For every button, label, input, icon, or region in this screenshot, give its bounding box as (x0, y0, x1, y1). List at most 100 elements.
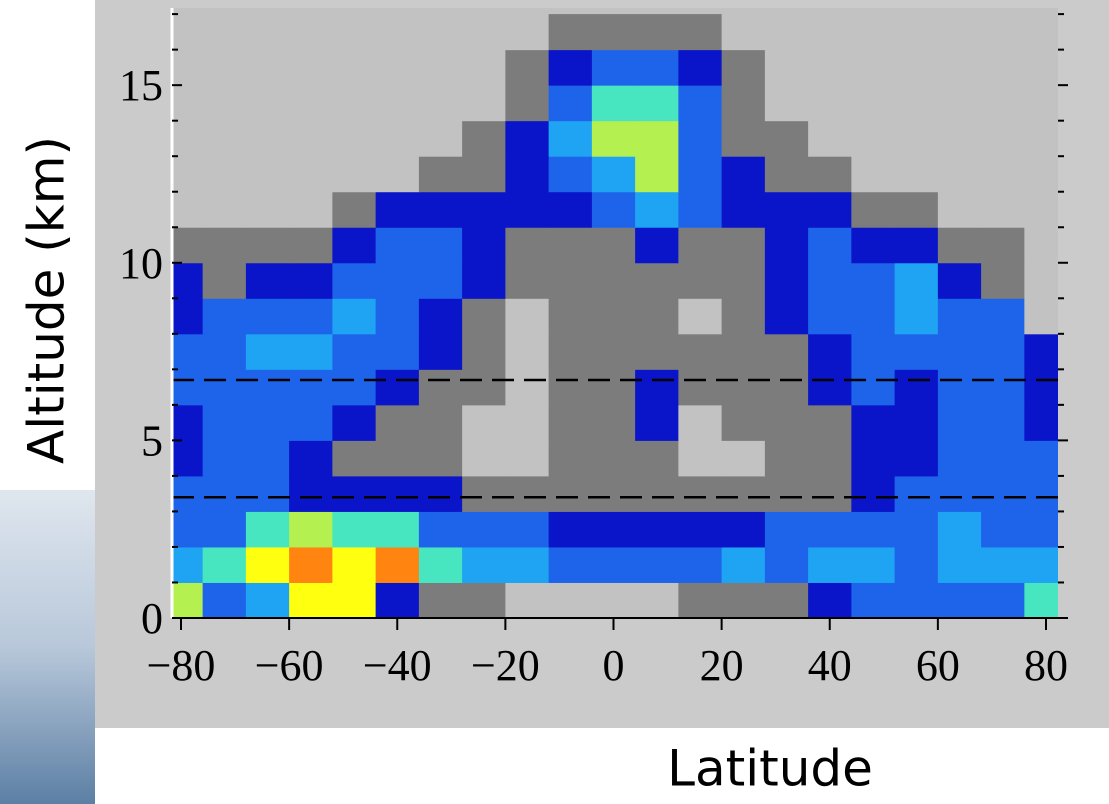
heat-cell (678, 227, 722, 263)
heat-cell (246, 369, 290, 405)
heat-cell (722, 85, 766, 121)
heat-cell (722, 405, 766, 441)
heat-cell (505, 263, 549, 299)
heat-cell (549, 156, 593, 192)
heat-cell (722, 121, 766, 157)
heat-cell (462, 511, 506, 547)
heat-cell (289, 582, 333, 618)
heat-cell (289, 369, 333, 405)
heat-cell (289, 547, 333, 583)
x-axis-label: Latitude (667, 740, 873, 798)
heat-cell (765, 582, 809, 618)
heat-cell (635, 14, 679, 50)
heat-cell (419, 334, 463, 370)
heat-cell (981, 511, 1025, 547)
x-tick-label: 20 (700, 641, 744, 690)
heat-cell (419, 263, 463, 299)
heat-cell (592, 121, 636, 157)
heat-cell (549, 334, 593, 370)
heat-cell (289, 50, 333, 86)
heat-cell (246, 85, 290, 121)
heat-cell (289, 192, 333, 228)
heat-cell (203, 298, 247, 334)
heat-cell (635, 440, 679, 476)
heat-cell (462, 440, 506, 476)
heat-cell (981, 263, 1025, 299)
heat-cell (203, 263, 247, 299)
heat-cell (505, 476, 549, 512)
heat-cell (635, 476, 679, 512)
heat-cell (505, 511, 549, 547)
heat-cell (765, 156, 809, 192)
heat-cell (419, 298, 463, 334)
heat-cell (332, 14, 376, 50)
heat-cell (765, 511, 809, 547)
heat-cell (376, 476, 420, 512)
heat-cell (592, 511, 636, 547)
heat-cell (678, 50, 722, 86)
heat-cell (419, 227, 463, 263)
heat-cell (419, 121, 463, 157)
heat-cell (419, 156, 463, 192)
cloud-photo (0, 490, 95, 804)
heat-cell (289, 227, 333, 263)
heat-cell (765, 476, 809, 512)
heat-cell (981, 121, 1025, 157)
heat-cell (722, 298, 766, 334)
heat-cell (246, 405, 290, 441)
heat-cell (895, 582, 939, 618)
heat-cell (505, 298, 549, 334)
heat-cell (895, 334, 939, 370)
heat-cell (895, 547, 939, 583)
heat-cell (938, 192, 982, 228)
heat-cell (462, 405, 506, 441)
y-tick-label: 10 (119, 239, 163, 288)
heat-cell (635, 121, 679, 157)
heat-cell (462, 121, 506, 157)
heat-cell (462, 227, 506, 263)
heat-cell (289, 476, 333, 512)
heat-cell (895, 263, 939, 299)
heat-cell (981, 192, 1025, 228)
heat-cell (419, 511, 463, 547)
heat-cell (246, 298, 290, 334)
heat-cell (246, 121, 290, 157)
heat-cell (376, 405, 420, 441)
heat-cell (895, 85, 939, 121)
heat-cell (549, 121, 593, 157)
heat-cell (332, 405, 376, 441)
heat-cell (246, 582, 290, 618)
heat-cell (505, 405, 549, 441)
heat-cell (851, 582, 895, 618)
heat-cell (938, 547, 982, 583)
heat-cell (851, 121, 895, 157)
heat-cell (592, 156, 636, 192)
heat-cell (419, 85, 463, 121)
heat-cell (851, 50, 895, 86)
heat-cell (376, 192, 420, 228)
heat-cell (938, 156, 982, 192)
heat-cell (289, 405, 333, 441)
heat-cell (938, 334, 982, 370)
heat-cell (678, 511, 722, 547)
heat-cell (635, 547, 679, 583)
heat-cell (678, 547, 722, 583)
heat-cell (635, 405, 679, 441)
heat-cell (808, 547, 852, 583)
heat-cell (592, 14, 636, 50)
heat-cell (332, 547, 376, 583)
heat-cell (722, 263, 766, 299)
heat-cell (938, 440, 982, 476)
heat-cell (203, 547, 247, 583)
heat-cell (376, 298, 420, 334)
heat-cell (289, 263, 333, 299)
heat-cell (938, 50, 982, 86)
heat-cell (678, 582, 722, 618)
heat-cell (419, 369, 463, 405)
heat-cell (938, 121, 982, 157)
heat-cell (419, 14, 463, 50)
heat-cell (851, 511, 895, 547)
heat-cell (635, 334, 679, 370)
heat-cell (462, 582, 506, 618)
heat-cell (246, 440, 290, 476)
